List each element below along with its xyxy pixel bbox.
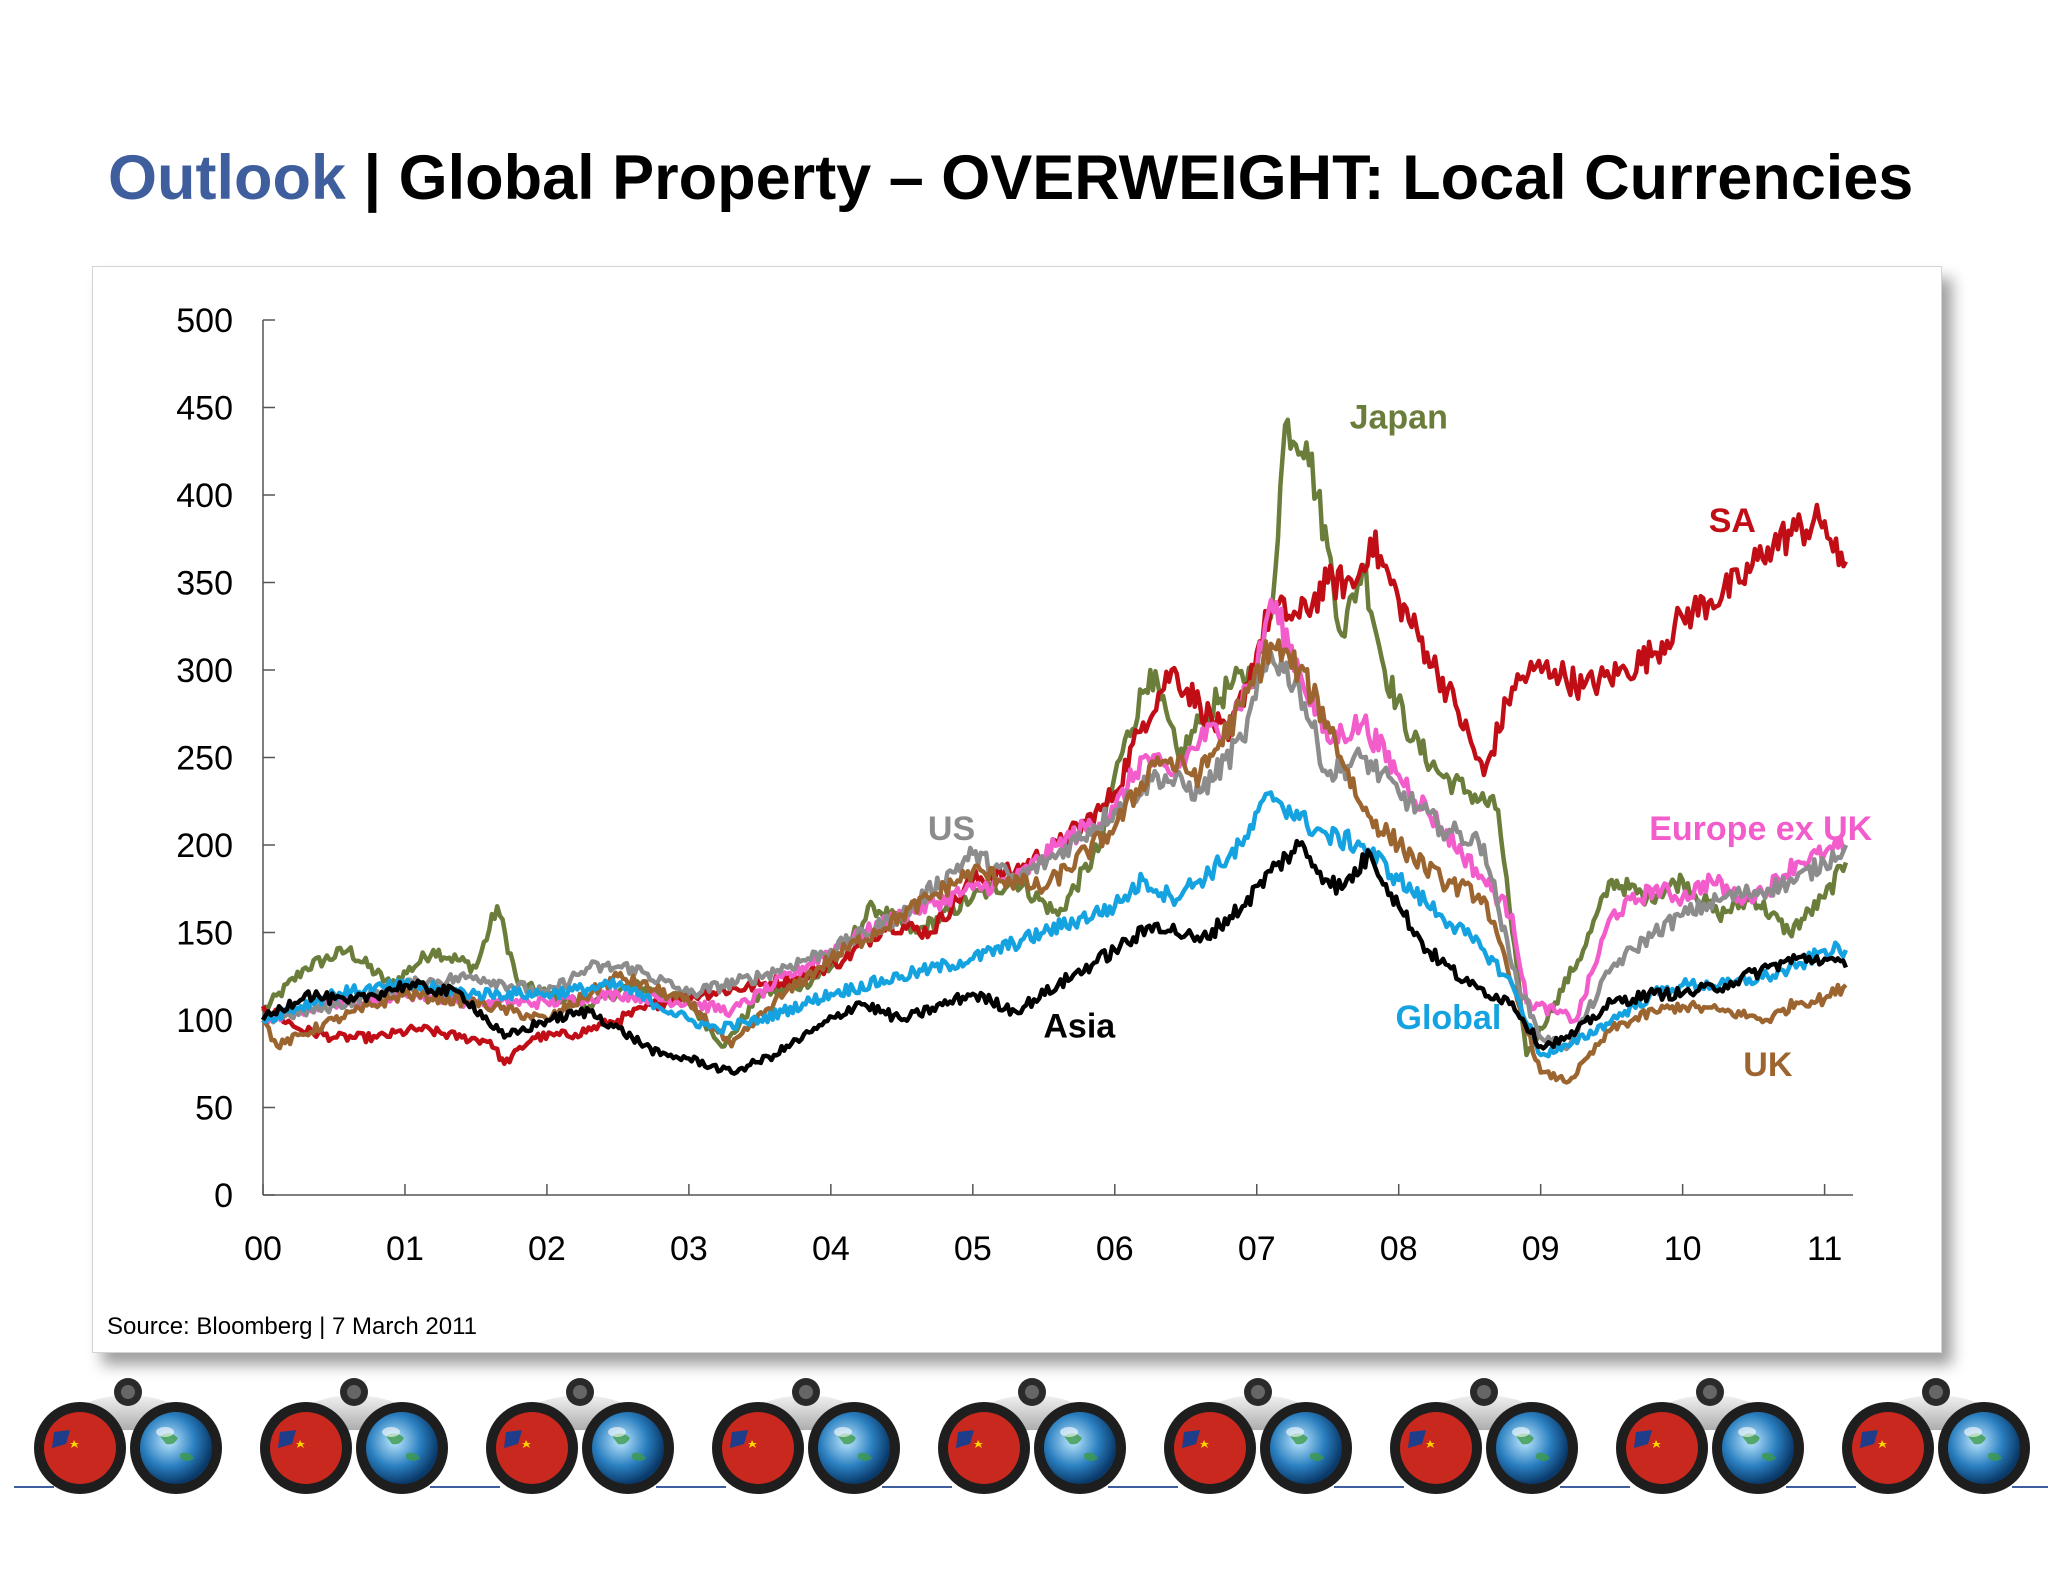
series-line-europe-ex-uk (263, 597, 1848, 1025)
binoculars-icon (482, 1370, 678, 1495)
page-title: Outlook | Global Property – OVERWEIGHT: … (108, 142, 1913, 214)
title-main: Global Property – OVERWEIGHT: Local Curr… (398, 143, 1914, 213)
banner-rule (1560, 1486, 1630, 1488)
x-tick-label: 08 (1380, 1230, 1418, 1268)
series-label-uk: UK (1743, 1046, 1793, 1084)
y-tick-label: 450 (176, 390, 233, 428)
series-line-global (261, 790, 1848, 1059)
series-label-sa: SA (1709, 502, 1756, 540)
x-tick-label: 06 (1096, 1230, 1134, 1268)
series-label-asia: Asia (1043, 1008, 1116, 1046)
banner-rule (1334, 1486, 1404, 1488)
y-tick-label: 50 (195, 1090, 233, 1128)
x-tick-label: 02 (528, 1230, 566, 1268)
x-tick-label: 10 (1664, 1230, 1702, 1268)
x-tick-label: 03 (670, 1230, 708, 1268)
series-line-asia (261, 838, 1848, 1076)
y-tick-label: 250 (176, 740, 233, 778)
title-separator: | (345, 143, 399, 213)
y-tick-label: 500 (176, 302, 233, 340)
x-tick-label: 05 (954, 1230, 992, 1268)
binoculars-icon (708, 1370, 904, 1495)
title-accent: Outlook (108, 143, 346, 213)
series-label-europe-ex-uk: Europe ex UK (1649, 810, 1872, 848)
binoculars-icon (256, 1370, 452, 1495)
binoculars-icon (934, 1370, 1130, 1495)
binoculars-banner (0, 1370, 2048, 1500)
binoculars-icon (1160, 1370, 1356, 1495)
x-tick-label: 09 (1522, 1230, 1560, 1268)
series-line-us (260, 650, 1848, 1052)
x-tick-label: 07 (1238, 1230, 1276, 1268)
banner-rule (1108, 1486, 1178, 1488)
x-tick-label: 11 (1807, 1230, 1842, 1268)
source-note: Source: Bloomberg | 7 March 2011 (107, 1313, 477, 1340)
banner-rule (14, 1486, 54, 1488)
series-label-global: Global (1396, 999, 1502, 1037)
banner-rule (1786, 1486, 1856, 1488)
y-tick-label: 0 (214, 1177, 233, 1215)
binoculars-icon (1612, 1370, 1808, 1495)
series-label-us: US (928, 810, 975, 848)
binoculars-icon (30, 1370, 226, 1495)
series-label-japan: Japan (1350, 399, 1448, 437)
binoculars-icon (1838, 1370, 2034, 1495)
y-tick-label: 150 (176, 915, 233, 953)
y-tick-label: 300 (176, 652, 233, 690)
y-tick-label: 400 (176, 477, 233, 515)
series-line-japan (261, 417, 1849, 1058)
y-tick-label: 350 (176, 565, 233, 603)
x-tick-label: 01 (386, 1230, 424, 1268)
banner-rule (430, 1486, 500, 1488)
binoculars-icon (1386, 1370, 1582, 1495)
x-tick-label: 00 (244, 1230, 282, 1268)
banner-rule (656, 1486, 726, 1488)
banner-rule (882, 1486, 952, 1488)
banner-rule (2012, 1486, 2048, 1488)
y-tick-label: 100 (176, 1002, 233, 1040)
x-tick-label: 04 (812, 1230, 850, 1268)
chart-panel: 0 50 100 150 200 250 300 350 400 450 500 00 01 02 03 04… (92, 266, 1942, 1353)
y-tick-label: 200 (176, 827, 233, 865)
series-line-uk (261, 638, 1848, 1085)
